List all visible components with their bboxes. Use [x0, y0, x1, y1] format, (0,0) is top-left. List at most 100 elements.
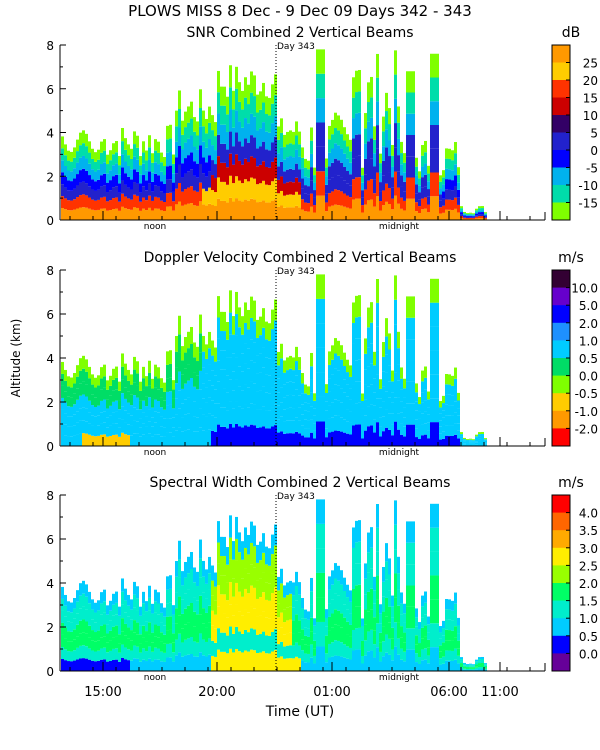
heatmap-cell [238, 121, 241, 142]
colorbar-segment [552, 115, 570, 133]
heatmap-cell [196, 656, 199, 671]
heatmap-cell [298, 382, 301, 396]
heatmap-cell [232, 371, 235, 391]
heatmap-cell [448, 189, 451, 200]
heatmap-cell [430, 647, 433, 671]
heatmap-cell [265, 357, 268, 375]
heatmap-cell [283, 421, 286, 434]
heatmap-cell [418, 439, 421, 446]
heatmap-cell [82, 619, 85, 633]
heatmap-cell [61, 646, 64, 659]
heatmap-cell [184, 608, 187, 625]
heatmap-cell [343, 153, 346, 167]
heatmap-cell [343, 379, 346, 393]
colorbar-segment [552, 80, 570, 98]
heatmap-cell [319, 523, 322, 549]
heatmap-cell [163, 418, 166, 428]
heatmap-cell [136, 373, 139, 386]
heatmap-cell [139, 400, 142, 410]
heatmap-cell [211, 415, 214, 431]
heatmap-cell [361, 393, 364, 401]
heatmap-cell [307, 194, 310, 204]
heatmap-cell [364, 369, 367, 385]
heatmap-cell [145, 210, 148, 220]
heatmap-cell [91, 394, 94, 406]
heatmap-cell [247, 612, 250, 633]
heatmap-cell [181, 374, 184, 389]
heatmap-cell [61, 622, 64, 635]
heatmap-cell [103, 399, 106, 412]
heatmap-cell [349, 208, 352, 220]
heatmap-cell [448, 405, 451, 416]
heatmap-cell [169, 602, 172, 617]
heatmap-cell [301, 383, 304, 394]
heatmap-cell [256, 202, 259, 220]
heatmap-cell [226, 428, 229, 446]
heatmap-cell [181, 191, 184, 206]
heatmap-cell [115, 163, 118, 175]
heatmap-cell [235, 538, 238, 561]
heatmap-cell [178, 540, 181, 560]
heatmap-cell [238, 141, 241, 161]
heatmap-cell [421, 392, 424, 403]
heatmap-cell [370, 199, 373, 220]
heatmap-cell [277, 617, 280, 631]
heatmap-cell [130, 425, 133, 436]
heatmap-cell [421, 209, 424, 220]
heatmap-cell [352, 97, 355, 119]
colorbar-units: m/s [558, 250, 584, 266]
heatmap-cell [250, 156, 253, 178]
heatmap-cell [436, 647, 439, 671]
heatmap-cell [448, 415, 451, 426]
heatmap-cell [415, 193, 418, 203]
heatmap-cell [463, 211, 466, 214]
heatmap-cell [277, 193, 280, 207]
heatmap-cell [247, 348, 250, 369]
heatmap-cell [304, 158, 307, 168]
heatmap-cell [478, 440, 481, 443]
heatmap-cell [202, 576, 205, 593]
heatmap-cell [439, 207, 442, 214]
heatmap-cell [208, 171, 211, 188]
heatmap-cell [445, 629, 448, 641]
heatmap-cell [463, 667, 466, 669]
heatmap-cell [61, 196, 64, 209]
heatmap-cell [163, 616, 166, 626]
heatmap-cell [178, 408, 181, 428]
heatmap-cell [325, 392, 328, 402]
heatmap-cell [340, 177, 343, 192]
heatmap-cell [163, 409, 166, 419]
heatmap-cell [163, 436, 166, 446]
heatmap-cell [136, 135, 139, 148]
heatmap-cell [325, 158, 328, 168]
heatmap-cell [436, 575, 439, 600]
heatmap-cell [385, 372, 388, 392]
heatmap-cell [430, 374, 433, 399]
colorbar-label: 0 [590, 144, 598, 158]
heatmap-cell [208, 622, 211, 639]
heatmap-cell [460, 208, 463, 211]
heatmap-cell [205, 205, 208, 220]
heatmap-cell [427, 632, 430, 640]
heatmap-cell [184, 577, 187, 594]
heatmap-cell [427, 212, 430, 220]
heatmap-cell [457, 655, 460, 664]
heatmap-cell [94, 190, 97, 201]
heatmap-cell [460, 214, 463, 217]
heatmap-cell [109, 415, 112, 426]
heatmap-cell [103, 411, 106, 423]
heatmap-cell [250, 92, 253, 114]
heatmap-cell [205, 431, 208, 446]
heatmap-cell [61, 433, 64, 446]
heatmap-cell [193, 656, 196, 671]
heatmap-cell [247, 181, 250, 201]
heatmap-cell [190, 101, 193, 119]
heatmap-cell [472, 664, 475, 666]
heatmap-cell [415, 653, 418, 663]
heatmap-cell [130, 374, 133, 385]
heatmap-cell [451, 405, 454, 416]
heatmap-cell [97, 179, 100, 190]
heatmap-cell [220, 311, 223, 332]
heatmap-cell [229, 401, 232, 424]
heatmap-cell [367, 651, 370, 671]
